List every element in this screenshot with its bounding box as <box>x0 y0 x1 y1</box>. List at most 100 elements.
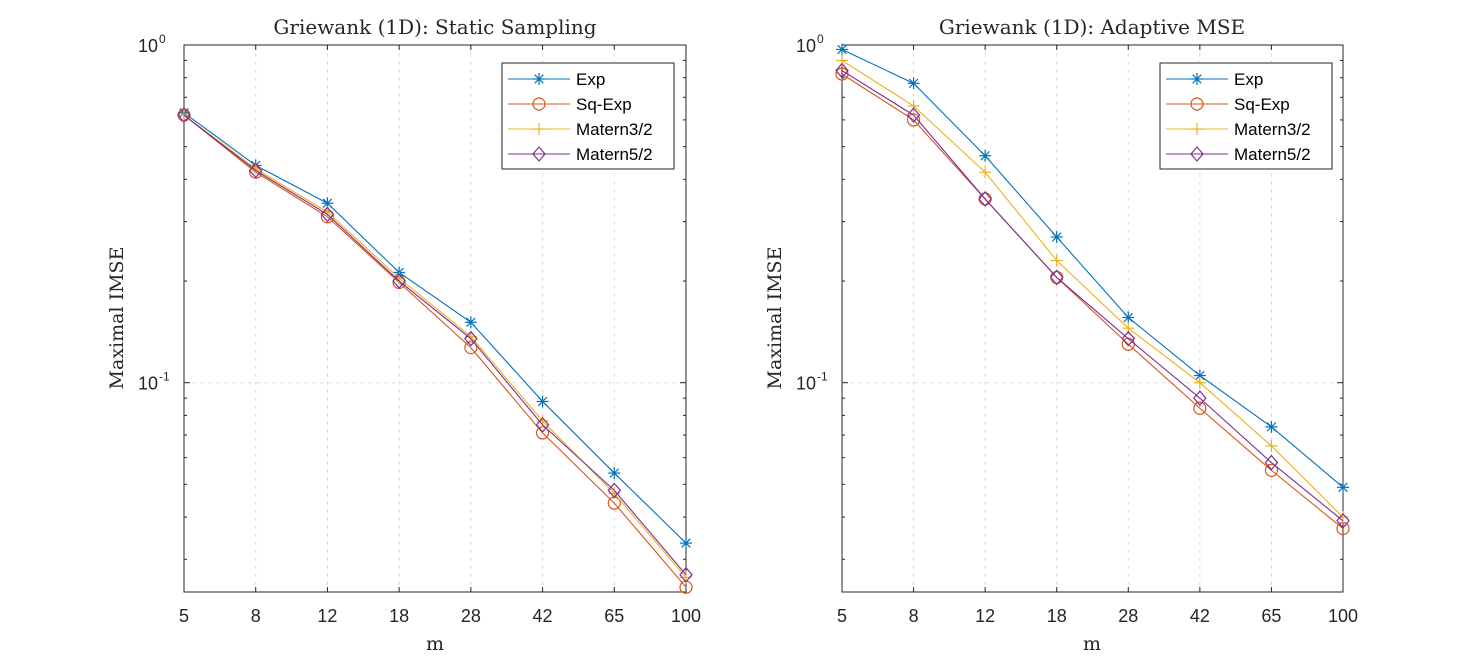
legend-item: Exp <box>1166 70 1263 89</box>
data-point <box>320 206 335 223</box>
data-point <box>536 395 549 408</box>
data-point <box>535 416 550 433</box>
legend-item: Sq-Exp <box>1166 95 1290 114</box>
legend-item: Matern5/2 <box>508 145 653 164</box>
series-line-matern5-2 <box>841 70 1344 522</box>
data-point <box>1336 512 1350 529</box>
data-point <box>1193 376 1206 389</box>
x-tick-label: 65 <box>604 606 624 626</box>
x-tick-label: 18 <box>389 606 409 626</box>
x-tick-label: 12 <box>317 606 337 626</box>
legend-item: Sq-Exp <box>508 95 632 114</box>
x-tick-label: 100 <box>1328 606 1358 626</box>
data-point <box>680 537 692 550</box>
series-line-sq-exp <box>841 73 1344 529</box>
data-point <box>836 54 848 67</box>
legend-label: Exp <box>1234 70 1263 89</box>
series-line-exp <box>841 48 1344 488</box>
legend: Exp Sq-Exp Matern3/2 Matern5/2 <box>1159 62 1333 170</box>
legend-box <box>1159 62 1333 170</box>
x-axis-label: m <box>426 633 444 655</box>
x-tick-label: 28 <box>1118 606 1138 626</box>
plot-area <box>183 44 687 593</box>
legend-marker <box>1190 146 1204 162</box>
x-tick-label: 5 <box>837 606 847 626</box>
legend-label: Sq-Exp <box>576 95 632 114</box>
data-point <box>1121 330 1136 347</box>
y-tick-label: 10 <box>796 374 816 394</box>
y-tick-exponent: 0 <box>159 32 166 46</box>
data-point <box>836 43 848 56</box>
y-tick-exponent: -1 <box>817 370 828 384</box>
plot-area <box>841 44 1344 593</box>
legend-marker <box>1190 97 1204 111</box>
data-point <box>1049 269 1064 286</box>
legend-item: Matern5/2 <box>1166 145 1311 164</box>
data-point <box>979 166 992 179</box>
data-point <box>979 149 992 162</box>
legend-label: Matern5/2 <box>1234 145 1311 164</box>
legend: Exp Sq-Exp Matern3/2 Matern5/2 <box>501 62 675 170</box>
legend-item: Matern3/2 <box>1166 120 1311 139</box>
series-line-exp <box>183 112 687 544</box>
legend-item: Exp <box>508 70 605 89</box>
y-tick-label: 10 <box>138 36 158 56</box>
series-line-matern3-2 <box>183 114 687 578</box>
panel-static-sampling: Griewank (1D): Static Sampling 5 8 12 18 28 4… <box>106 15 701 655</box>
data-point <box>978 191 992 207</box>
series-line-matern3-2 <box>841 59 1344 518</box>
data-point <box>464 316 477 329</box>
y-axis-label: Maximal IMSE <box>106 247 128 390</box>
data-point <box>464 330 478 347</box>
data-point <box>177 107 191 124</box>
y-axis-label: Maximal IMSE <box>764 247 786 390</box>
data-point <box>1337 481 1349 494</box>
data-point <box>321 197 334 210</box>
legend-marker <box>533 73 545 85</box>
legend-marker <box>532 97 546 111</box>
legend-box <box>501 62 675 170</box>
data-point <box>1265 420 1278 433</box>
data-point <box>1193 401 1207 415</box>
data-point <box>906 113 921 127</box>
x-tick-label: 8 <box>251 606 261 626</box>
legend-label: Matern3/2 <box>1234 120 1311 139</box>
data-point <box>907 99 920 112</box>
panel-adaptive-mse: Griewank (1D): Adaptive MSE 5 8 12 18 28 42 65… <box>764 15 1358 655</box>
x-tick-label: 12 <box>975 606 995 626</box>
legend-item: Matern3/2 <box>508 120 653 139</box>
y-tick-label: 10 <box>796 36 816 56</box>
data-point <box>1050 254 1063 267</box>
y-tick-label: 10 <box>138 374 158 394</box>
data-point <box>1265 439 1278 452</box>
data-point <box>608 467 621 480</box>
series-line-matern5-2 <box>183 114 687 576</box>
legend-marker <box>532 146 546 162</box>
data-point <box>1193 390 1207 407</box>
x-tick-label: 8 <box>909 606 919 626</box>
x-tick-label: 100 <box>671 606 701 626</box>
x-tick-label: 42 <box>1190 606 1210 626</box>
legend-label: Sq-Exp <box>1234 95 1290 114</box>
data-point <box>607 482 622 499</box>
x-axis-label: m <box>1083 633 1101 655</box>
y-tick-exponent: 0 <box>817 32 824 46</box>
legend-marker <box>1191 123 1203 135</box>
chart-title: Griewank (1D): Adaptive MSE <box>939 15 1245 39</box>
data-point <box>679 566 693 583</box>
legend-label: Exp <box>576 70 605 89</box>
x-tick-label: 5 <box>179 606 189 626</box>
chart-title: Griewank (1D): Static Sampling <box>273 15 596 39</box>
series-line-sq-exp <box>183 114 687 588</box>
data-point <box>835 62 849 79</box>
legend-label: Matern3/2 <box>576 120 653 139</box>
x-tick-label: 42 <box>533 606 553 626</box>
x-tick-label: 28 <box>461 606 481 626</box>
data-point <box>248 162 263 179</box>
legend-label: Matern5/2 <box>576 145 653 164</box>
data-point <box>1264 463 1279 477</box>
x-tick-label: 18 <box>1047 606 1067 626</box>
data-point <box>906 107 921 124</box>
data-point <box>1050 231 1063 244</box>
